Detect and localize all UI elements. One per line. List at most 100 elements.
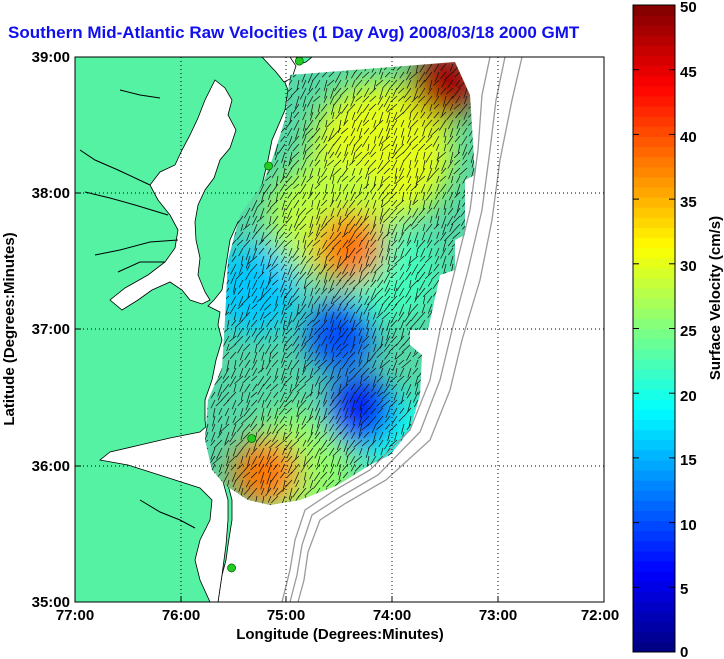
velocity-vector [281,303,286,315]
velocity-vector [299,87,307,100]
velocity-vector [304,351,307,360]
velocity-vector [282,215,286,224]
velocity-vector [435,191,440,200]
velocity-vector [315,119,321,131]
velocity-vector [349,263,356,276]
velocity-vector [368,351,377,362]
velocity-vector [237,399,244,407]
velocity-vector [314,79,321,89]
velocity-vector [373,263,384,274]
velocity-vector [315,343,321,354]
velocity-vector [297,407,307,417]
velocity-vector [328,127,335,140]
colorbar-step [633,439,675,451]
velocity-vector [363,343,370,350]
velocity-vector [455,183,461,197]
velocity-vector [243,463,251,473]
velocity-vector [297,207,307,217]
velocity-vector [307,399,314,411]
velocity-vector [313,295,321,305]
velocity-vector [410,183,419,192]
velocity-vector [301,135,307,146]
velocity-vector [377,279,384,289]
velocity-vector [406,63,412,75]
velocity-vector [342,263,349,275]
velocity-vector [363,183,370,190]
velocity-vector [309,367,314,378]
velocity-vector [382,215,391,223]
river-line [94,239,179,256]
velocity-vector [409,191,412,200]
velocity-vector [404,247,412,257]
velocity-vector [238,295,244,307]
velocity-vector [350,463,356,472]
velocity-vector [387,151,391,160]
colorbar-step [633,389,675,400]
velocity-vector [375,79,384,87]
velocity-vector [367,159,377,170]
velocity-vector [320,319,328,329]
velocity-vector [298,487,307,498]
velocity-vector [298,215,307,226]
velocity-vector [414,231,419,244]
velocity-vector [267,247,272,255]
velocity-vector [449,103,454,111]
velocity-vector [297,319,307,328]
colorbar-step [633,561,675,572]
velocity-vector [272,207,279,215]
velocity-vector [328,271,335,282]
velocity-vector [254,343,258,354]
velocity-vector [276,223,286,234]
velocity-vector [302,167,307,178]
velocity-vector [426,111,433,120]
velocity-vector [309,167,314,178]
velocity-vector [358,359,363,367]
velocity-vector [285,391,293,403]
velocity-vector [271,351,279,359]
velocity-vector [210,439,216,446]
velocity-vector [332,223,335,232]
velocity-vector [250,319,258,328]
velocity-vector [313,335,321,345]
velocity-vector [390,183,398,194]
colorbar-step [633,581,675,592]
velocity-vector [384,87,391,98]
velocity-vector [325,359,335,369]
velocity-vector [394,167,398,179]
velocity-vector [415,175,426,184]
velocity-vector [237,463,244,470]
velocity-vector [395,351,405,360]
velocity-vector [359,167,363,175]
velocity-vector [283,399,293,408]
velocity-vector [333,375,342,386]
velocity-vector [418,87,426,99]
velocity-vector [320,335,328,347]
velocity-vector [430,215,433,223]
velocity-vector [268,351,272,362]
velocity-vector [403,375,412,385]
velocity-vector [217,431,223,439]
velocity-vector [333,287,342,299]
velocity-vector [453,207,461,219]
velocity-vector [274,231,279,243]
velocity-vector [385,423,391,430]
velocity-vector [292,191,300,201]
velocity-vector [436,231,440,239]
velocity-vector [350,183,356,194]
velocity-vector [336,271,342,279]
velocity-vector [359,263,363,272]
velocity-vector [363,303,370,315]
velocity-vector [281,247,286,255]
velocity-vector [261,231,272,242]
velocity-vector [382,79,391,89]
colorbar-step [633,399,675,410]
velocity-vector [308,247,314,256]
velocity-vector [377,183,384,191]
velocity-vector [240,455,244,464]
velocity-vector [278,231,286,239]
velocity-vector [336,207,342,217]
velocity-vector [240,431,244,441]
velocity-vector [387,263,398,273]
velocity-vector [276,423,286,433]
velocity-vector [256,431,265,442]
